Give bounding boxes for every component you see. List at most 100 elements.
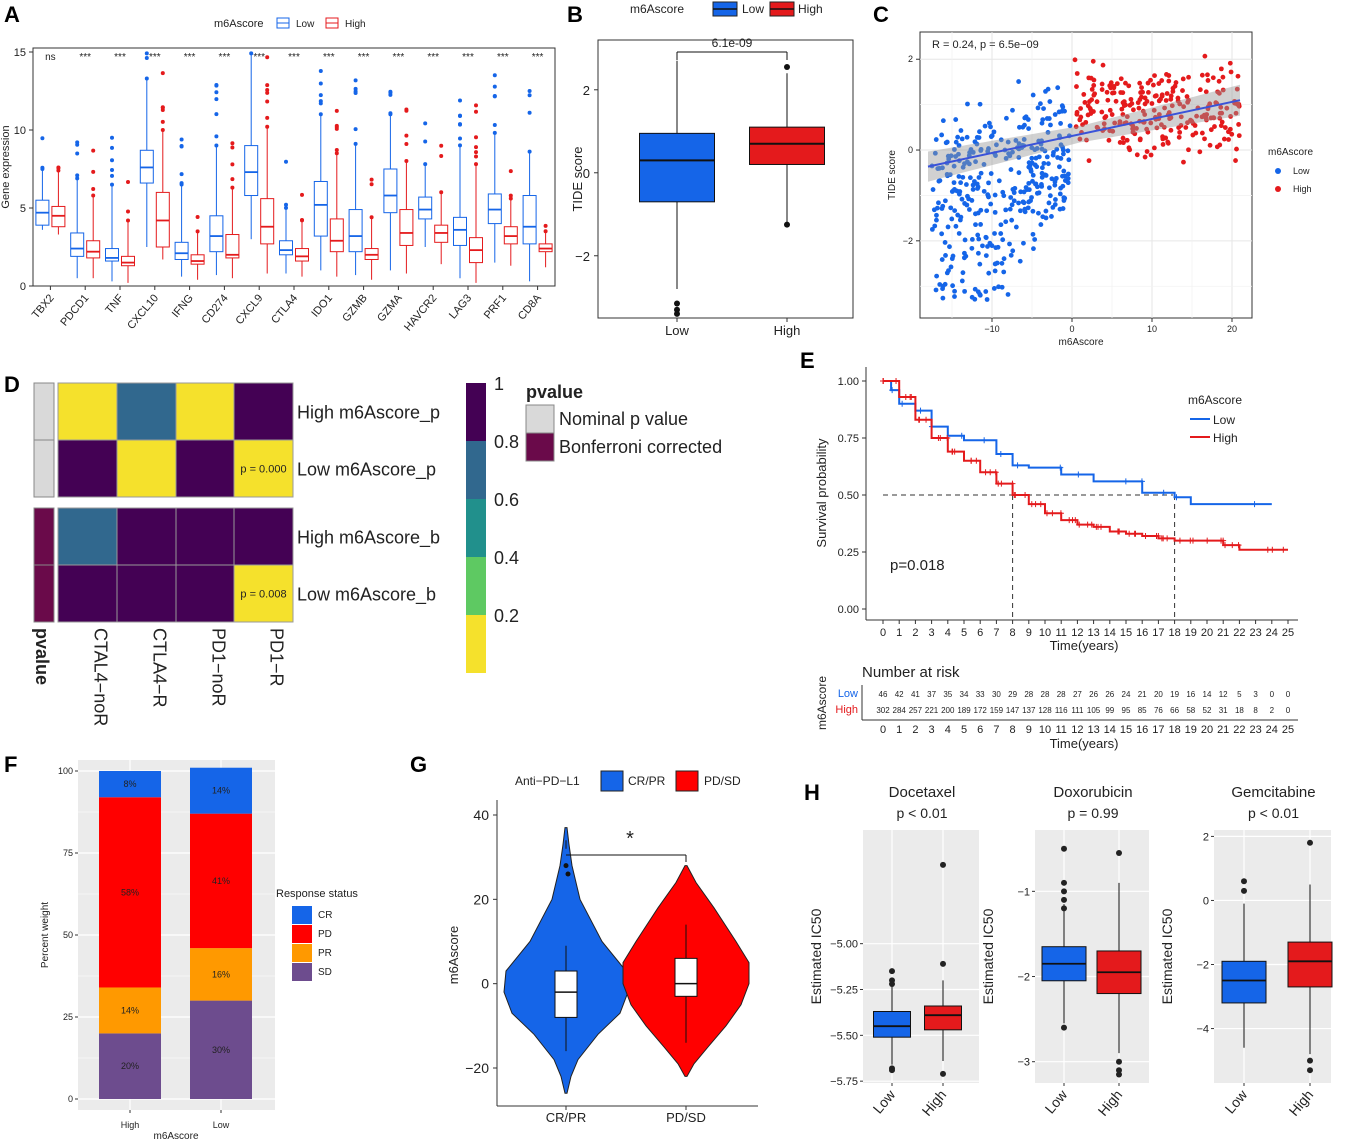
scatter-point — [1034, 190, 1040, 196]
outlier — [458, 122, 462, 127]
scatter-point — [1000, 237, 1006, 243]
scatter-point — [953, 139, 959, 145]
scatter-point — [1080, 122, 1085, 128]
outlier — [318, 81, 323, 86]
risk-low-count: 24 — [1122, 690, 1131, 699]
scatter-point — [1016, 79, 1022, 84]
censor-mark — [1057, 464, 1064, 471]
outlier — [144, 51, 149, 56]
scatter-point — [964, 202, 970, 208]
colorbar-tick-label: 0.6 — [494, 490, 519, 510]
risk-high-count: 8 — [1253, 706, 1258, 715]
legend-key-CR — [292, 906, 312, 924]
scatter-point — [1050, 204, 1056, 210]
scatter-point — [1065, 148, 1071, 154]
y-tick-label: 40 — [473, 807, 489, 823]
scatter-point — [1020, 199, 1026, 205]
scatter-point — [1057, 164, 1062, 170]
scatter-point — [1103, 114, 1109, 119]
scatter-point — [1025, 117, 1031, 122]
scatter-point — [1089, 87, 1095, 92]
scatter-point — [946, 268, 951, 274]
scatter-point — [936, 200, 941, 206]
scatter-point — [1217, 142, 1223, 148]
scatter-point — [1120, 135, 1126, 141]
heatmap-cell — [233, 564, 294, 623]
scatter-point — [934, 212, 939, 218]
scatter-point — [978, 148, 984, 153]
heatmap-cell — [175, 382, 236, 441]
scatter-point — [1005, 139, 1011, 145]
scatter-point — [978, 222, 983, 227]
scatter-point — [1178, 123, 1184, 128]
scatter-point — [1183, 125, 1189, 130]
risk-low-count: 29 — [1008, 690, 1017, 699]
censor-mark — [1057, 510, 1064, 517]
outlier — [1061, 888, 1067, 895]
box-low — [639, 132, 715, 203]
y-axis-title: Estimated IC50 — [980, 908, 996, 1004]
heatmap-cell — [57, 439, 118, 498]
legend-title: Response status — [276, 888, 358, 900]
outlier — [527, 93, 532, 98]
scatter-point — [1202, 53, 1208, 59]
box-high — [295, 248, 309, 262]
scatter-point — [1227, 126, 1233, 132]
scatter-point — [1043, 88, 1048, 94]
outlier — [784, 221, 790, 228]
scatter-point — [977, 101, 983, 107]
scatter-point — [1120, 90, 1126, 96]
scatter-point — [943, 140, 949, 146]
scatter-point — [973, 159, 978, 165]
risk-high-count: 58 — [1186, 706, 1195, 715]
risk-row-label-high: High — [835, 704, 858, 716]
scatter-point — [988, 134, 994, 140]
bar-value-label: 41% — [212, 876, 230, 886]
scatter-point — [1074, 71, 1080, 76]
annotation-legend-key — [525, 404, 555, 434]
scatter-point — [934, 217, 939, 223]
x-tick-label: TNF — [103, 292, 126, 316]
scatter-point — [1156, 112, 1162, 117]
scatter-point — [976, 236, 982, 242]
scatter-point — [1026, 126, 1031, 132]
censor-mark — [958, 432, 965, 439]
scatter-point — [1090, 58, 1096, 64]
scatter-point — [1013, 224, 1019, 230]
outlier — [1061, 1024, 1067, 1031]
significance-label: * — [626, 828, 634, 850]
scatter-point — [940, 203, 946, 209]
box-high — [190, 254, 205, 265]
censor-mark — [899, 400, 906, 407]
y-tick-label: 0 — [908, 145, 913, 155]
scatter-point — [1226, 137, 1231, 142]
censor-mark — [1126, 530, 1133, 537]
censor-mark — [1138, 478, 1145, 485]
risk-table-ylabel: m6Ascore — [815, 676, 829, 730]
censor-mark — [944, 435, 951, 441]
scatter-point — [980, 243, 985, 249]
x-tick-label: LAG3 — [447, 292, 474, 321]
scatter-point — [1099, 81, 1105, 87]
outlier — [492, 84, 497, 89]
panel-label-D: D — [4, 372, 20, 397]
box — [554, 970, 578, 1018]
censor-mark — [1173, 494, 1180, 501]
legend-label-crpr: CR/PR — [628, 774, 666, 788]
risk-high-count: 66 — [1170, 706, 1179, 715]
scatter-point — [933, 287, 939, 293]
scatter-point — [1166, 78, 1172, 84]
y-tick-label: −1 — [1017, 886, 1030, 898]
x-tick-label: PRF1 — [482, 292, 509, 321]
censor-mark — [1220, 537, 1227, 544]
outlier — [674, 300, 680, 307]
scatter-point — [986, 270, 992, 276]
box-low — [70, 232, 85, 257]
outlier — [889, 968, 895, 975]
column-label: PD1−noR — [209, 628, 229, 707]
scatter-point — [1030, 172, 1036, 178]
scatter-point — [952, 187, 957, 192]
significance-label: *** — [358, 52, 370, 63]
bar-segment-SD — [99, 1033, 161, 1099]
